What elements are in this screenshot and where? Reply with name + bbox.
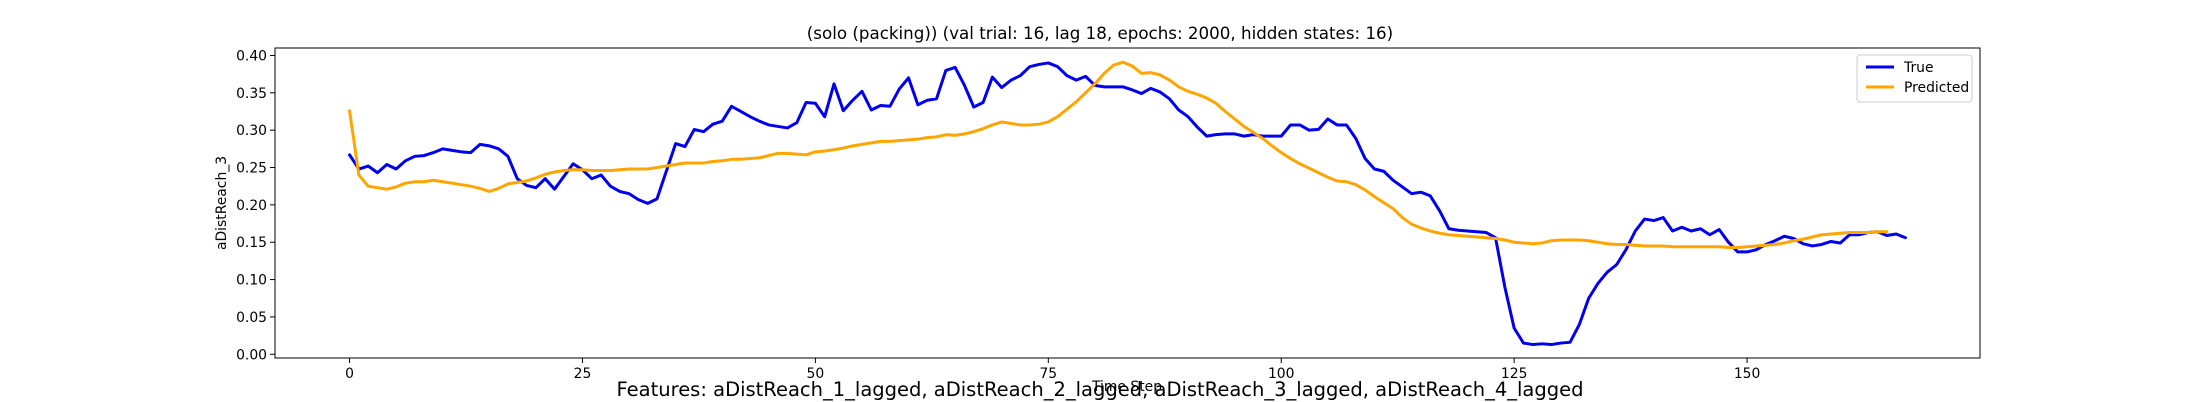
chart-title: (solo (packing)) (val trial: 16, lag 18,…	[807, 23, 1393, 43]
x-axis: 0 25 50 75 100 125 150	[345, 358, 1760, 382]
x-tick-label: 25	[574, 366, 592, 382]
y-tick-label: 0.15	[236, 235, 267, 251]
y-tick-label: 0.05	[236, 310, 267, 326]
legend: True Predicted	[1856, 54, 1973, 103]
plot-area: 0 25 50 75 100 125 150 0.00 0.05 0.10 0.15 0.20 0.2…	[236, 47, 1981, 382]
legend-label-true: True	[1903, 60, 1934, 76]
y-tick-label: 0.40	[236, 48, 267, 64]
x-tick-label: 150	[1734, 366, 1761, 382]
x-axis-label: Time Step	[1091, 379, 1162, 395]
y-tick-label: 0.00	[236, 347, 267, 363]
series-group	[348, 60, 1907, 347]
y-axis: 0.00 0.05 0.10 0.15 0.20 0.25 0.30 0.35 0.40	[236, 48, 275, 363]
series-line-predicted	[348, 60, 1889, 249]
x-tick-label: 100	[1268, 366, 1295, 382]
y-tick-label: 0.10	[236, 273, 267, 289]
x-tick-label: 125	[1501, 366, 1528, 382]
x-tick-label: 0	[345, 366, 354, 382]
axes-frame	[274, 47, 1981, 359]
x-tick-label: 50	[807, 366, 825, 382]
y-tick-label: 0.20	[236, 198, 267, 214]
y-tick-label: 0.30	[236, 123, 267, 139]
x-tick-label: 75	[1039, 366, 1057, 382]
y-axis-label: aDistReach_3	[214, 156, 230, 250]
features-caption: Features: aDistReach_1_lagged, aDistReac…	[616, 378, 1584, 401]
y-tick-label: 0.35	[236, 86, 267, 102]
series-line-true	[348, 61, 1907, 347]
y-tick-label: 0.25	[236, 161, 267, 177]
legend-label-predicted: Predicted	[1904, 80, 1969, 96]
